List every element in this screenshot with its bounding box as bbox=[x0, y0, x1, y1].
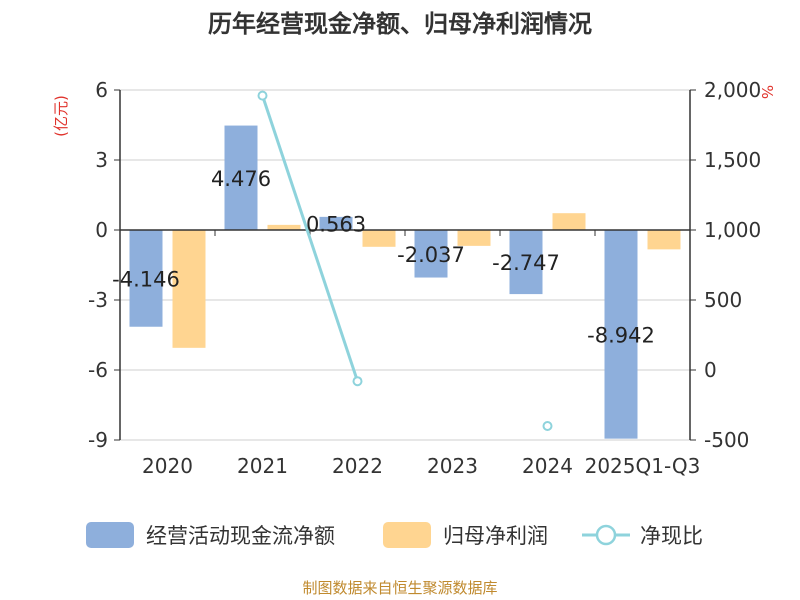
data-label-cashflow: 4.476 bbox=[211, 167, 271, 191]
right-tick-label: 0 bbox=[704, 358, 717, 382]
legend-label-net-profit: 归母净利润 bbox=[443, 524, 548, 548]
chart-title: 历年经营现金净额、归母净利润情况 bbox=[208, 10, 592, 38]
data-label-cashflow: -4.146 bbox=[112, 267, 180, 291]
bar-cashflow bbox=[414, 230, 448, 278]
right-tick-label: 1,500 bbox=[704, 148, 761, 172]
data-label-cashflow: -2.037 bbox=[397, 243, 465, 267]
legend-label-cashflow: 经营活动现金流净额 bbox=[146, 524, 335, 548]
point-net-cash-ratio bbox=[257, 90, 268, 101]
bar-cashflow bbox=[224, 125, 258, 230]
bar-cashflow bbox=[129, 230, 163, 327]
legend-swatch-net-profit bbox=[383, 522, 431, 548]
x-category-label: 2024 bbox=[522, 454, 573, 478]
right-axis-unit: % bbox=[758, 85, 776, 99]
bar-net-profit bbox=[267, 224, 301, 230]
bar-net-profit bbox=[172, 230, 206, 348]
left-tick-label: 3 bbox=[95, 148, 108, 172]
left-axis-unit: (亿元) bbox=[52, 95, 70, 137]
data-label-cashflow: -2.747 bbox=[492, 251, 560, 275]
legend-swatch-marker bbox=[595, 524, 617, 546]
bar-cashflow bbox=[509, 230, 543, 295]
legend-label-net-cash-ratio: 净现比 bbox=[640, 524, 703, 548]
bar-cashflow bbox=[604, 230, 638, 439]
legend-swatch-cashflow bbox=[86, 522, 134, 548]
right-tick-label: 1,000 bbox=[704, 218, 761, 242]
bar-net-profit bbox=[362, 230, 396, 247]
left-tick-label: 0 bbox=[95, 218, 108, 242]
left-tick-label: -9 bbox=[88, 428, 108, 452]
x-category-label: 2025Q1-Q3 bbox=[585, 454, 701, 478]
data-label-cashflow: 0.563 bbox=[306, 212, 366, 236]
line-net-cash-ratio bbox=[261, 95, 359, 382]
x-category-label: 2022 bbox=[332, 454, 383, 478]
legend: 经营活动现金流净额 归母净利润 净现比 bbox=[86, 522, 703, 548]
bar-net-profit bbox=[457, 230, 491, 246]
data-label-cashflow: -8.942 bbox=[587, 323, 655, 347]
x-category-label: 2023 bbox=[427, 454, 478, 478]
right-tick-label: 500 bbox=[704, 288, 742, 312]
point-net-cash-ratio bbox=[542, 421, 553, 431]
point-net-cash-ratio bbox=[352, 376, 363, 387]
plot-area: 6 3 0 -3 -6 -9 2,000 1,500 1,000 500 0 -500 2020 2021… bbox=[88, 78, 761, 478]
left-tick-label: -3 bbox=[88, 288, 108, 312]
bar-net-profit bbox=[647, 230, 681, 250]
source-note: 制图数据来自恒生聚源数据库 bbox=[302, 579, 497, 597]
x-category-label: 2021 bbox=[237, 454, 288, 478]
left-tick-label: -6 bbox=[88, 358, 108, 382]
x-category-label: 2020 bbox=[142, 454, 193, 478]
bar-cashflow bbox=[319, 216, 353, 230]
right-tick-label: -500 bbox=[704, 428, 749, 452]
left-tick-label: 6 bbox=[95, 78, 108, 102]
bar-net-profit bbox=[552, 213, 586, 230]
right-tick-label: 2,000 bbox=[704, 78, 761, 102]
